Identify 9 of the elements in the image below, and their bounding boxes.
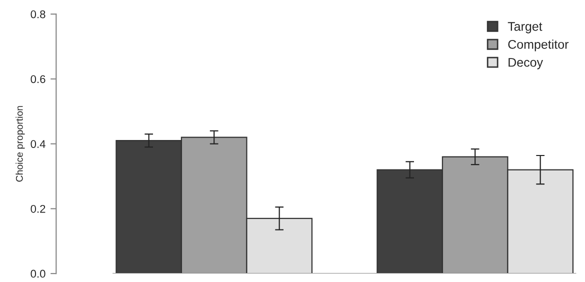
legend-label: Decoy [508, 58, 544, 70]
y-tick-label: 0.4 [30, 140, 46, 148]
legend-label: Competitor [508, 40, 569, 52]
y-tick-label: 0.8 [30, 10, 46, 18]
y-axis-title: Choice proportion [16, 106, 25, 182]
y-tick-label: 0.2 [30, 204, 46, 213]
y-tick-label: 0.6 [30, 75, 46, 84]
legend-label: Target [508, 22, 542, 34]
y-tick-label: 0.0 [30, 270, 46, 278]
